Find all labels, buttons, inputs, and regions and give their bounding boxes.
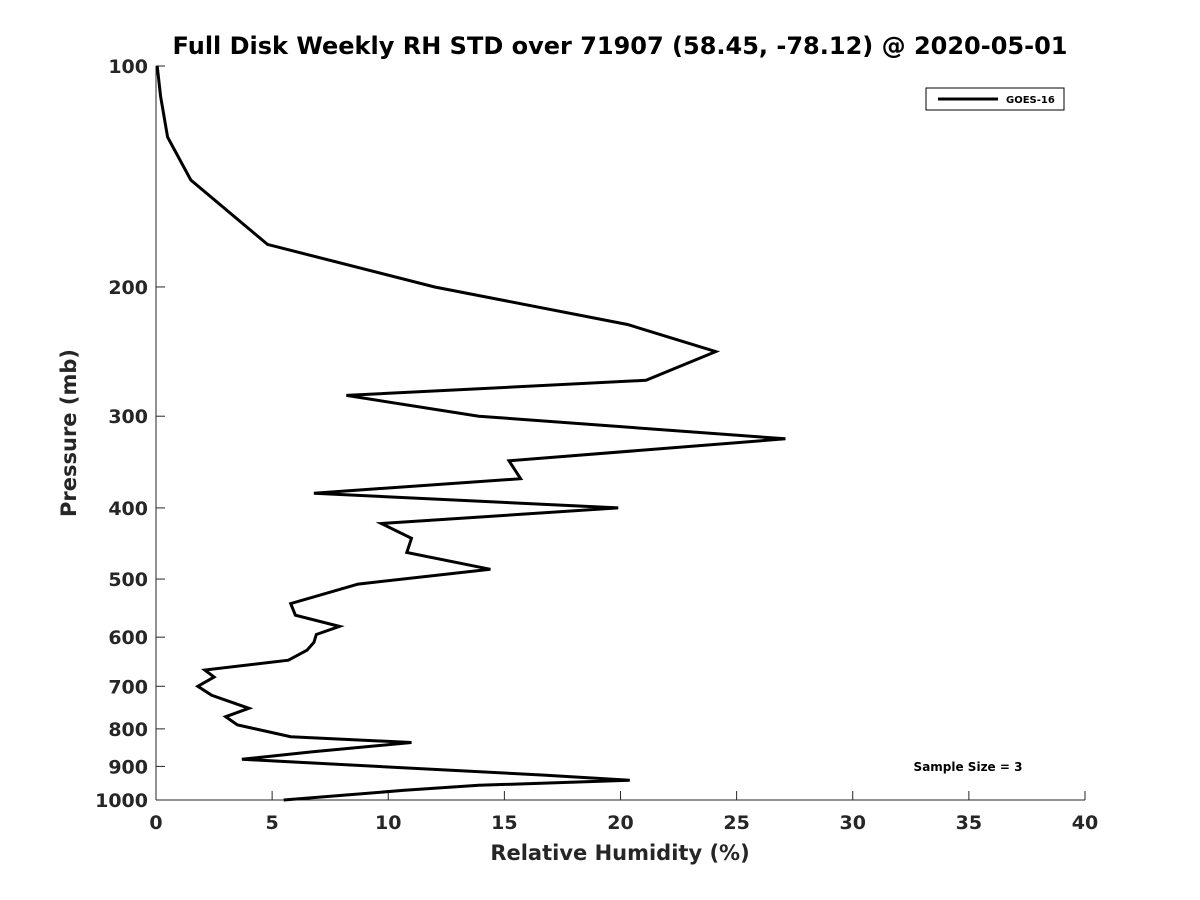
y-tick-label: 900 [108, 756, 148, 778]
x-tick-label: 15 [491, 812, 517, 834]
axes [155, 66, 1085, 801]
y-tick-label: 200 [108, 277, 148, 299]
y-tick-label: 100 [108, 56, 148, 78]
x-tick-label: 30 [840, 812, 866, 834]
y-tick-label: 1000 [95, 790, 148, 812]
legend-label-goes-16: GOES-16 [1006, 95, 1055, 106]
y-tick-label: 800 [108, 719, 148, 741]
y-tick-label: 600 [108, 627, 148, 649]
series-line-goes-16 [155, 65, 786, 802]
y-tick-label: 700 [108, 676, 148, 698]
legend: GOES-16 [925, 87, 1065, 111]
x-tick-label: 40 [1072, 812, 1098, 834]
y-tick-label: 300 [108, 406, 148, 428]
x-tick-label: 35 [956, 812, 982, 834]
y-tick-label: 500 [108, 569, 148, 591]
x-tick-label: 10 [375, 812, 401, 834]
y-axis-label: Pressure (mb) [57, 349, 81, 517]
chart-title: Full Disk Weekly RH STD over 71907 (58.4… [173, 32, 1068, 60]
series-layer [155, 65, 786, 802]
sample-size-annotation: Sample Size = 3 [914, 760, 1023, 774]
x-tick-label: 20 [607, 812, 633, 834]
x-axis-label: Relative Humidity (%) [490, 841, 749, 865]
x-tick-label: 25 [723, 812, 749, 834]
x-tick-label: 0 [149, 812, 162, 834]
y-tick-label: 400 [108, 498, 148, 520]
ticks: 0 5 10 15 20 25 30 35 40 100 200 300 400 500 600 700 800… [95, 56, 1098, 834]
x-tick-label: 5 [266, 812, 279, 834]
